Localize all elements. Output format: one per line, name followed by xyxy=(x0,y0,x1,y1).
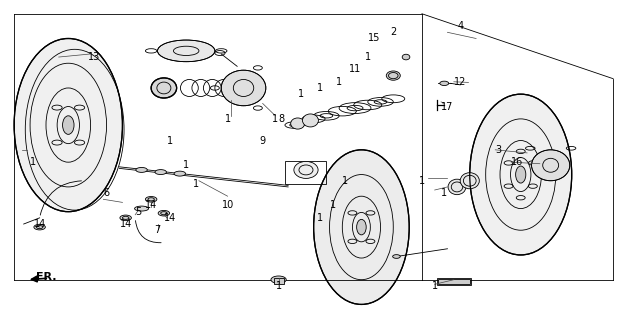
Ellipse shape xyxy=(532,150,570,181)
Ellipse shape xyxy=(134,206,148,211)
Text: 1: 1 xyxy=(183,160,189,170)
Ellipse shape xyxy=(470,94,572,255)
Text: 17: 17 xyxy=(441,101,454,111)
Ellipse shape xyxy=(151,78,177,98)
Ellipse shape xyxy=(291,118,305,129)
Text: 16: 16 xyxy=(511,157,524,167)
Ellipse shape xyxy=(314,150,409,305)
Circle shape xyxy=(158,210,170,216)
Text: 10: 10 xyxy=(221,201,234,211)
Text: 11: 11 xyxy=(349,64,361,75)
Circle shape xyxy=(145,197,157,202)
Text: 14: 14 xyxy=(164,213,177,223)
Ellipse shape xyxy=(460,173,479,189)
Circle shape xyxy=(120,215,131,221)
Text: 14: 14 xyxy=(145,201,157,211)
Ellipse shape xyxy=(14,38,122,212)
Ellipse shape xyxy=(516,166,526,183)
Text: 8: 8 xyxy=(278,114,285,124)
Ellipse shape xyxy=(136,168,147,173)
Ellipse shape xyxy=(216,49,227,53)
Text: 9: 9 xyxy=(260,135,266,145)
Ellipse shape xyxy=(356,219,366,235)
Text: 1: 1 xyxy=(431,281,438,291)
Text: 13: 13 xyxy=(88,52,100,62)
Text: 6: 6 xyxy=(104,188,109,198)
Bar xyxy=(436,278,471,285)
Ellipse shape xyxy=(294,161,318,178)
Text: 1: 1 xyxy=(30,157,36,167)
Text: 1: 1 xyxy=(419,176,425,186)
Ellipse shape xyxy=(402,54,410,60)
Text: 1: 1 xyxy=(342,176,349,186)
Text: 1: 1 xyxy=(317,213,323,223)
Ellipse shape xyxy=(157,40,215,62)
Text: 1: 1 xyxy=(336,77,342,87)
Ellipse shape xyxy=(63,116,74,134)
Bar xyxy=(438,279,470,284)
Text: 1: 1 xyxy=(275,281,282,291)
Ellipse shape xyxy=(145,49,157,53)
Text: 1: 1 xyxy=(225,114,230,124)
Ellipse shape xyxy=(448,179,466,195)
Text: 1: 1 xyxy=(298,89,304,99)
Circle shape xyxy=(393,255,400,258)
Text: 1: 1 xyxy=(273,114,278,124)
Text: 1: 1 xyxy=(330,201,336,211)
Ellipse shape xyxy=(155,170,166,174)
Circle shape xyxy=(271,276,286,283)
Text: 5: 5 xyxy=(135,207,141,217)
Ellipse shape xyxy=(303,114,319,127)
Text: 7: 7 xyxy=(154,225,161,235)
Circle shape xyxy=(34,224,45,230)
Text: 1: 1 xyxy=(317,83,323,93)
Text: 15: 15 xyxy=(368,33,380,43)
Text: 12: 12 xyxy=(454,77,467,87)
Text: FR.: FR. xyxy=(36,272,56,282)
Ellipse shape xyxy=(387,71,400,80)
Ellipse shape xyxy=(221,70,266,106)
Text: 1: 1 xyxy=(167,135,173,145)
Bar xyxy=(274,278,284,284)
Text: 3: 3 xyxy=(495,145,502,155)
Text: 14: 14 xyxy=(33,219,45,229)
Circle shape xyxy=(440,81,449,85)
Text: 1: 1 xyxy=(365,52,371,62)
Bar xyxy=(285,161,326,184)
Text: 4: 4 xyxy=(457,21,463,31)
Text: 1: 1 xyxy=(441,188,447,198)
Ellipse shape xyxy=(174,171,186,176)
Text: 14: 14 xyxy=(120,219,132,229)
Text: 1: 1 xyxy=(193,179,199,189)
Text: 2: 2 xyxy=(390,27,396,37)
